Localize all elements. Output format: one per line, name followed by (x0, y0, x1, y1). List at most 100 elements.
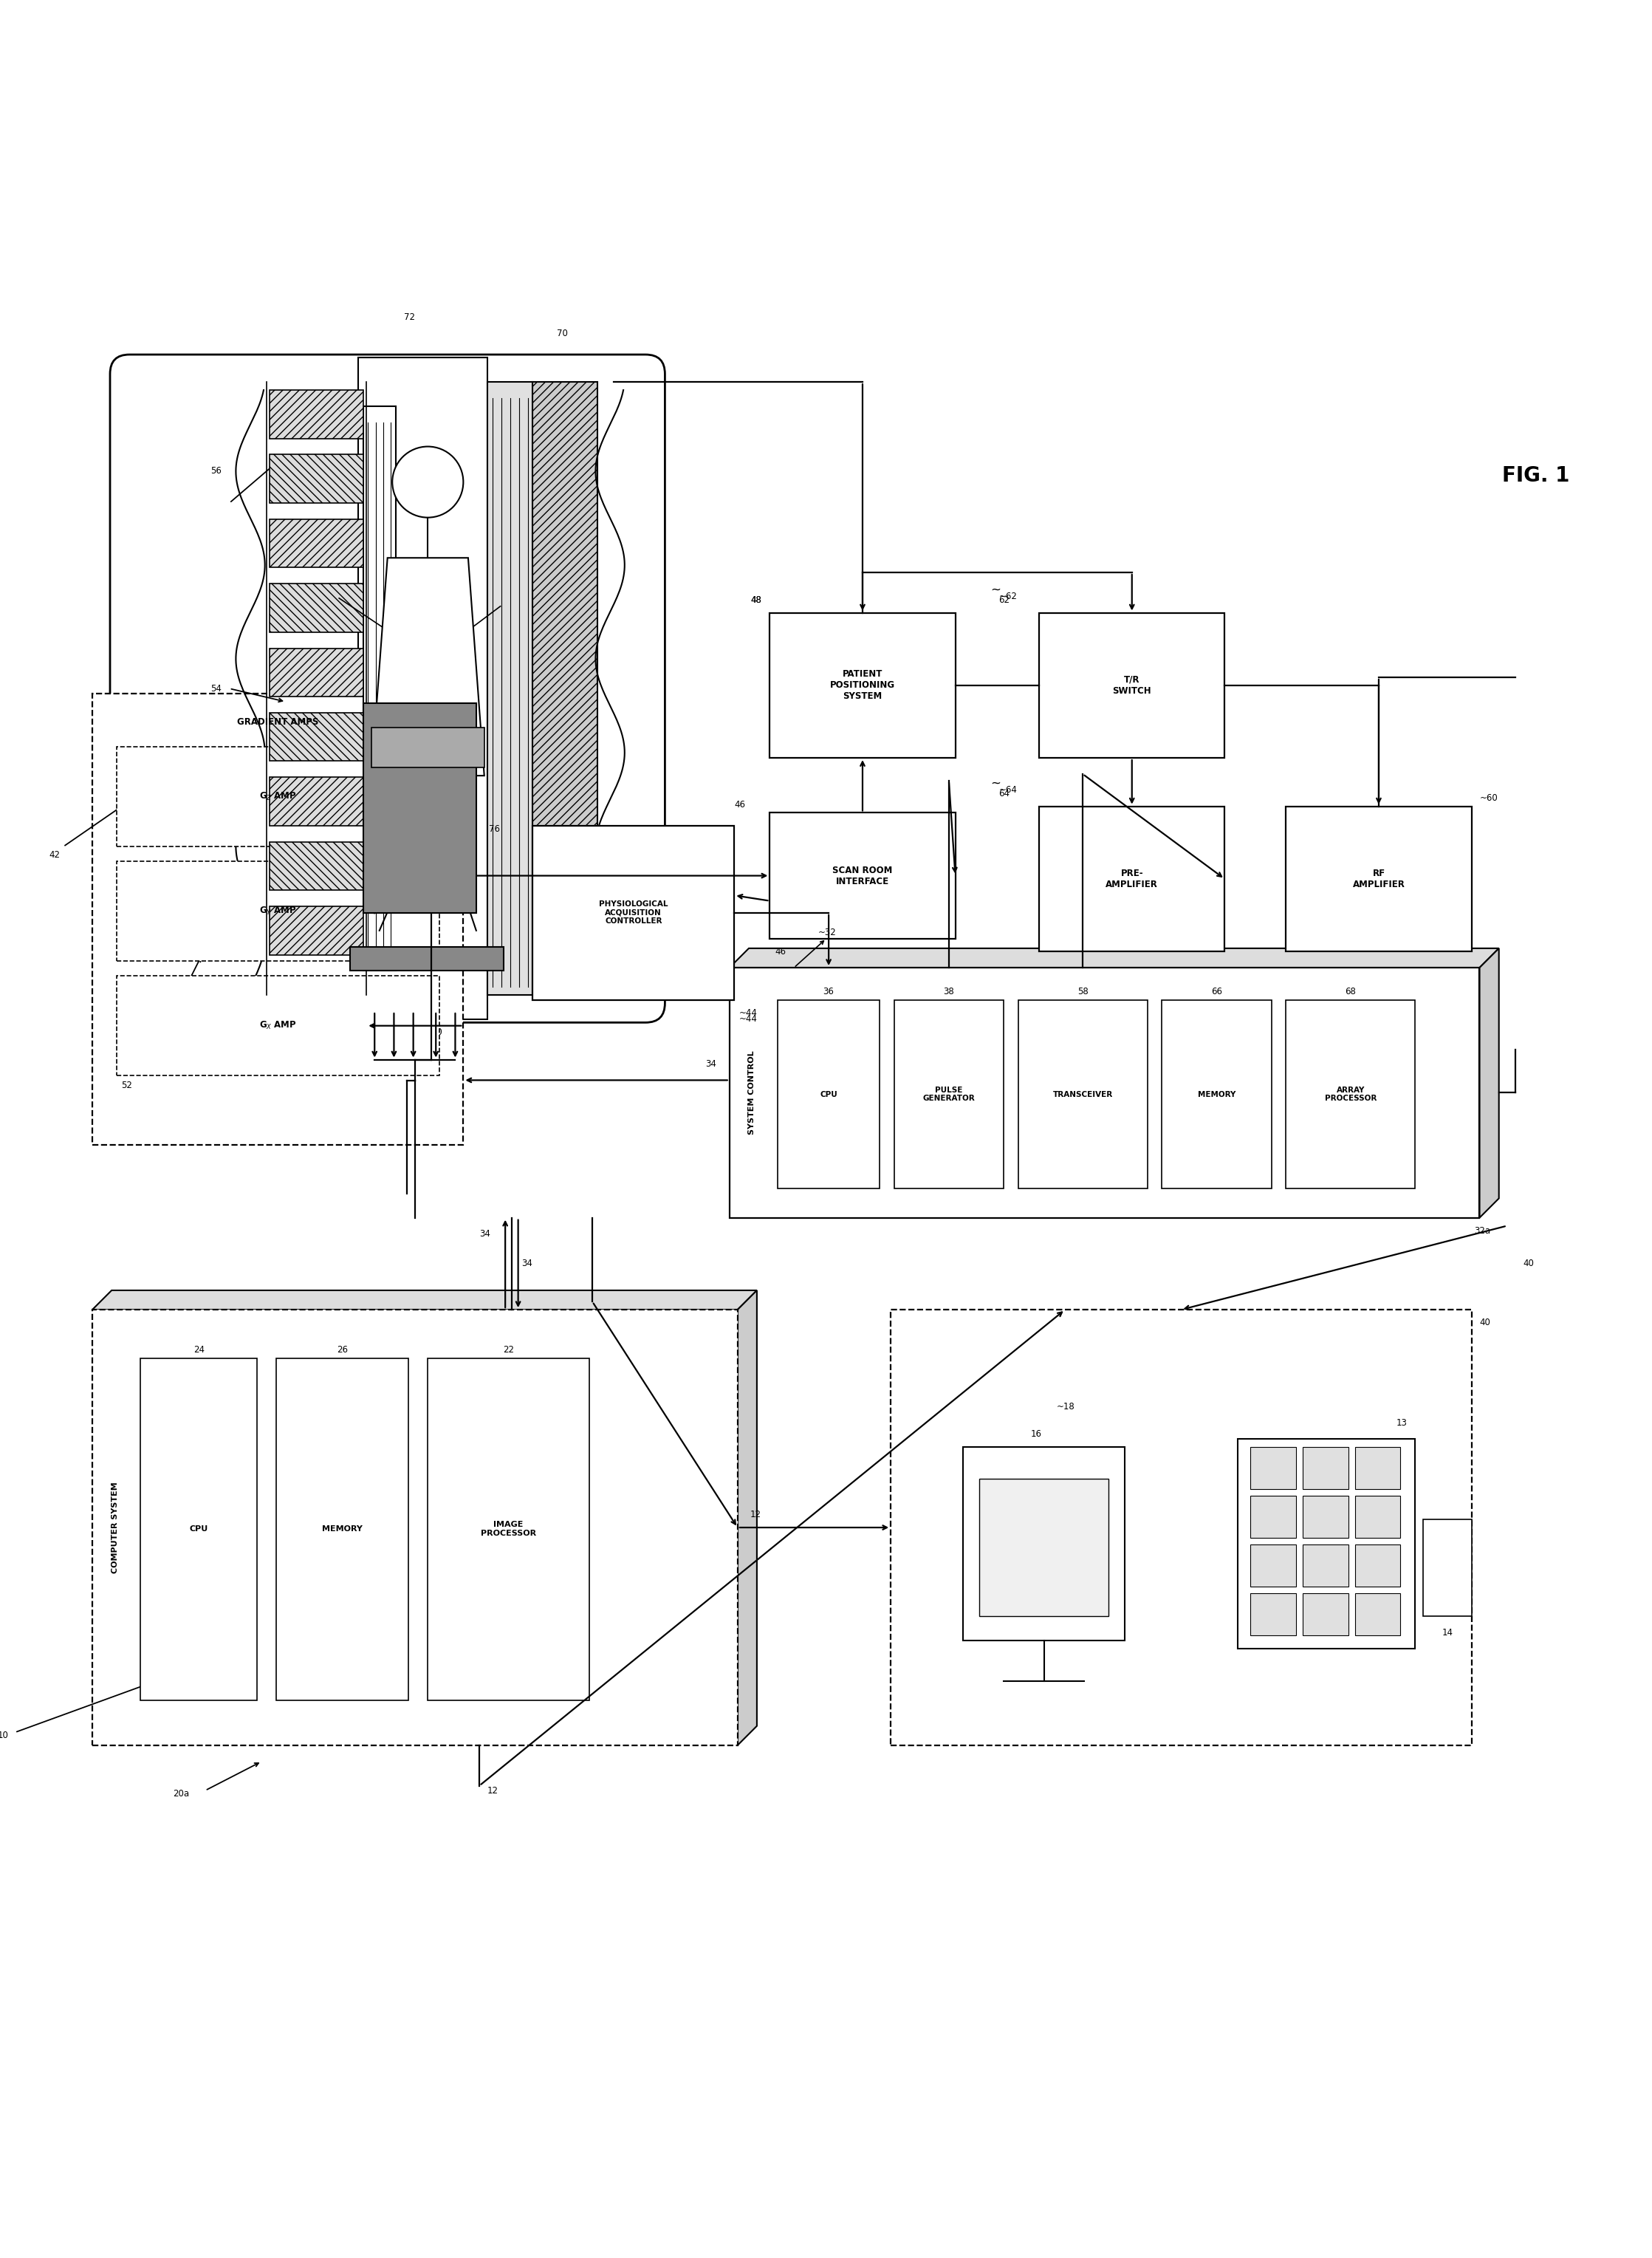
Text: TRANSCEIVER: TRANSCEIVER (1052, 1091, 1113, 1097)
Text: GRADIENT AMPS: GRADIENT AMPS (236, 718, 319, 727)
Bar (778, 1000, 879, 1188)
Text: 56: 56 (210, 465, 221, 476)
Text: 68: 68 (1345, 987, 1356, 996)
Text: 26: 26 (337, 1346, 349, 1355)
Bar (1285, 1000, 1416, 1188)
Bar (269, 842, 363, 890)
Bar (1303, 1544, 1348, 1587)
Text: ~44: ~44 (738, 1007, 758, 1018)
Text: 40: 40 (1480, 1319, 1490, 1328)
Circle shape (392, 447, 463, 517)
Bar (963, 1447, 1125, 1642)
Text: COMPUTER SYSTEM: COMPUTER SYSTEM (111, 1481, 119, 1574)
Text: 42: 42 (50, 849, 59, 860)
Bar (1251, 1495, 1297, 1538)
Bar (117, 860, 439, 962)
Text: 46: 46 (775, 946, 786, 957)
Text: 10: 10 (0, 1732, 8, 1741)
Text: 16: 16 (1031, 1429, 1041, 1438)
Bar (532, 826, 733, 1000)
Text: 70: 70 (557, 330, 568, 339)
Bar (428, 1357, 590, 1700)
Bar (532, 382, 596, 996)
Bar (363, 702, 476, 912)
Bar (1422, 1520, 1472, 1617)
Text: ARRAY
PROCESSOR: ARRAY PROCESSOR (1325, 1086, 1376, 1102)
Bar (1251, 1544, 1297, 1587)
Text: 12: 12 (487, 1786, 499, 1795)
Bar (363, 406, 395, 971)
Bar (372, 727, 484, 768)
Bar (980, 1479, 1108, 1617)
Bar (890, 1310, 1472, 1745)
Bar (93, 1310, 737, 1745)
Text: 58: 58 (1077, 987, 1089, 996)
Text: CPU: CPU (190, 1526, 208, 1533)
Text: 64: 64 (999, 788, 1009, 799)
Text: MEMORY: MEMORY (322, 1526, 362, 1533)
Bar (1039, 612, 1224, 759)
Text: IMAGE
PROCESSOR: IMAGE PROCESSOR (481, 1522, 537, 1538)
Text: 48: 48 (750, 596, 762, 605)
Text: 52: 52 (121, 1082, 132, 1091)
Bar (269, 519, 363, 567)
Text: 46: 46 (735, 799, 745, 811)
Text: 62: 62 (999, 596, 1009, 605)
Text: ~64: ~64 (999, 786, 1018, 795)
Bar (1303, 1495, 1348, 1538)
Text: ~18: ~18 (1057, 1402, 1075, 1411)
Bar (1355, 1594, 1401, 1635)
Bar (1355, 1495, 1401, 1538)
Polygon shape (93, 1289, 757, 1310)
Bar (269, 583, 363, 632)
Bar (894, 1000, 1004, 1188)
Bar (1018, 1000, 1146, 1188)
Text: ~44: ~44 (738, 1014, 758, 1025)
Bar (1355, 1447, 1401, 1490)
Bar (140, 1357, 256, 1700)
Text: RF
AMPLIFIER: RF AMPLIFIER (1353, 869, 1404, 890)
Text: 22: 22 (502, 1346, 514, 1355)
Text: ~: ~ (991, 583, 1001, 596)
Bar (117, 975, 439, 1075)
Bar (117, 747, 439, 847)
Text: PULSE
GENERATOR: PULSE GENERATOR (923, 1086, 975, 1102)
Bar (269, 714, 363, 761)
Text: 20a: 20a (173, 1788, 188, 1800)
Bar (269, 905, 363, 955)
Text: 48: 48 (750, 596, 762, 605)
Text: SYSTEM CONTROL: SYSTEM CONTROL (748, 1050, 755, 1136)
Text: ~60: ~60 (1480, 793, 1498, 804)
Text: 76: 76 (489, 824, 501, 833)
Text: G$_Y$ AMP: G$_Y$ AMP (259, 905, 296, 917)
Text: 24: 24 (193, 1346, 205, 1355)
Text: G$_X$ AMP: G$_X$ AMP (259, 1021, 296, 1032)
Text: ~62: ~62 (999, 592, 1018, 601)
Text: 36: 36 (823, 987, 834, 996)
Bar (770, 813, 955, 939)
Bar (1355, 1544, 1401, 1587)
Bar (1303, 1594, 1348, 1635)
Bar (269, 777, 363, 826)
Polygon shape (737, 1289, 757, 1745)
Bar (350, 946, 504, 971)
Bar (276, 1357, 408, 1700)
Text: 14: 14 (1442, 1628, 1452, 1637)
Text: PATIENT
POSITIONING
SYSTEM: PATIENT POSITIONING SYSTEM (829, 668, 895, 702)
Bar (358, 357, 487, 1018)
Text: 72: 72 (403, 312, 415, 323)
FancyBboxPatch shape (111, 355, 666, 1023)
Text: 34: 34 (522, 1260, 532, 1269)
Text: 34: 34 (479, 1228, 491, 1240)
Text: 13: 13 (1396, 1418, 1408, 1427)
Bar (1039, 806, 1224, 951)
Text: 50: 50 (431, 1027, 443, 1036)
Bar (93, 693, 463, 1145)
Bar (1251, 1447, 1297, 1490)
Text: CPU: CPU (819, 1091, 838, 1097)
Text: 34: 34 (705, 1059, 717, 1068)
Bar (1161, 1000, 1272, 1188)
Text: PRE-
AMPLIFIER: PRE- AMPLIFIER (1105, 869, 1158, 890)
Text: 40: 40 (1523, 1260, 1535, 1269)
Text: 38: 38 (943, 987, 955, 996)
